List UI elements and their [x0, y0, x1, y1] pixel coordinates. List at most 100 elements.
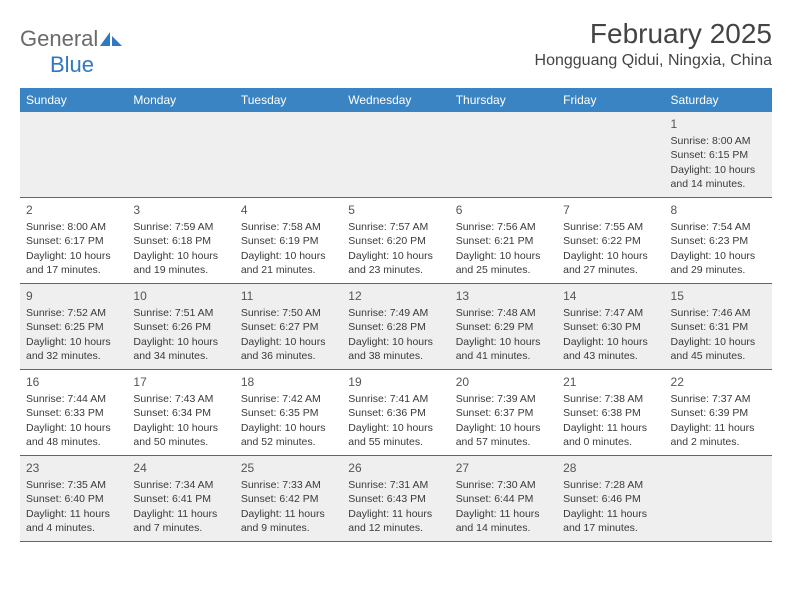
sunrise-line: Sunrise: 7:51 AM [133, 306, 228, 320]
day-number: 10 [133, 288, 228, 304]
daylight-line: Daylight: 11 hours and 7 minutes. [133, 507, 228, 535]
day-number: 6 [456, 202, 551, 218]
daylight-line: Daylight: 10 hours and 36 minutes. [241, 335, 336, 363]
day-number: 7 [563, 202, 658, 218]
day-number: 16 [26, 374, 121, 390]
day-number: 15 [671, 288, 766, 304]
sunrise-line: Sunrise: 7:58 AM [241, 220, 336, 234]
day-cell: 15Sunrise: 7:46 AMSunset: 6:31 PMDayligh… [665, 284, 772, 369]
daylight-line: Daylight: 10 hours and 25 minutes. [456, 249, 551, 277]
day-cell: 7Sunrise: 7:55 AMSunset: 6:22 PMDaylight… [557, 198, 664, 283]
week-row: 16Sunrise: 7:44 AMSunset: 6:33 PMDayligh… [20, 370, 772, 456]
day-number: 27 [456, 460, 551, 476]
daylight-line: Daylight: 10 hours and 34 minutes. [133, 335, 228, 363]
sunrise-line: Sunrise: 7:30 AM [456, 478, 551, 492]
day-number: 12 [348, 288, 443, 304]
dow-saturday: Saturday [665, 88, 772, 112]
day-number: 26 [348, 460, 443, 476]
daylight-line: Daylight: 10 hours and 41 minutes. [456, 335, 551, 363]
daylight-line: Daylight: 10 hours and 17 minutes. [26, 249, 121, 277]
daylight-line: Daylight: 11 hours and 12 minutes. [348, 507, 443, 535]
day-cell: 21Sunrise: 7:38 AMSunset: 6:38 PMDayligh… [557, 370, 664, 455]
daylight-line: Daylight: 10 hours and 52 minutes. [241, 421, 336, 449]
day-cell [665, 456, 772, 541]
day-cell [127, 112, 234, 197]
dow-thursday: Thursday [450, 88, 557, 112]
sunrise-line: Sunrise: 7:47 AM [563, 306, 658, 320]
day-cell: 2 Sunrise: 8:00 AMSunset: 6:17 PMDaylight… [20, 198, 127, 283]
day-cell: 17Sunrise: 7:43 AMSunset: 6:34 PMDayligh… [127, 370, 234, 455]
day-cell: 16Sunrise: 7:44 AMSunset: 6:33 PMDayligh… [20, 370, 127, 455]
sunrise-line: Sunrise: 7:28 AM [563, 478, 658, 492]
day-cell: 3Sunrise: 7:59 AMSunset: 6:18 PMDaylight… [127, 198, 234, 283]
sunset-line: Sunset: 6:27 PM [241, 320, 336, 334]
sunset-line: Sunset: 6:29 PM [456, 320, 551, 334]
sunrise-line: Sunrise: 7:41 AM [348, 392, 443, 406]
day-cell: 14Sunrise: 7:47 AMSunset: 6:30 PMDayligh… [557, 284, 664, 369]
sunset-line: Sunset: 6:36 PM [348, 406, 443, 420]
day-cell: 27Sunrise: 7:30 AMSunset: 6:44 PMDayligh… [450, 456, 557, 541]
day-number: 21 [563, 374, 658, 390]
daylight-line: Daylight: 10 hours and 29 minutes. [671, 249, 766, 277]
day-cell: 19 Sunrise: 7:41 AMSunset: 6:36 PMDayligh… [342, 370, 449, 455]
sunrise-line: Sunrise: 7:52 AM [26, 306, 121, 320]
location-subtitle: Hongguang Qidui, Ningxia, China [535, 52, 772, 70]
sunset-line: Sunset: 6:42 PM [241, 492, 336, 506]
sunset-line: Sunset: 6:38 PM [563, 406, 658, 420]
day-number: 22 [671, 374, 766, 390]
sunset-line: Sunset: 6:40 PM [26, 492, 121, 506]
day-number: 9 [26, 288, 121, 304]
sunrise-line: Sunrise: 7:31 AM [348, 478, 443, 492]
daylight-line: Daylight: 11 hours and 9 minutes. [241, 507, 336, 535]
sunset-line: Sunset: 6:25 PM [26, 320, 121, 334]
daylight-line: Daylight: 10 hours and 55 minutes. [348, 421, 443, 449]
day-cell: 28 Sunrise: 7:28 AMSunset: 6:46 PMDayligh… [557, 456, 664, 541]
sunrise-line: Sunrise: 7:35 AM [26, 478, 121, 492]
day-cell: 18Sunrise: 7:42 AMSunset: 6:35 PMDayligh… [235, 370, 342, 455]
sunrise-line: Sunrise: 8:00 AM [26, 220, 121, 234]
daylight-line: Daylight: 10 hours and 45 minutes. [671, 335, 766, 363]
sunrise-line: Sunrise: 7:48 AM [456, 306, 551, 320]
dow-friday: Friday [557, 88, 664, 112]
sunrise-line: Sunrise: 7:38 AM [563, 392, 658, 406]
day-number: 2 [26, 202, 121, 218]
day-number: 3 [133, 202, 228, 218]
day-cell: 24Sunrise: 7:34 AMSunset: 6:41 PMDayligh… [127, 456, 234, 541]
day-number: 18 [241, 374, 336, 390]
calendar: SundayMondayTuesdayWednesdayThursdayFrid… [20, 88, 772, 542]
day-cell: 12Sunrise: 7:49 AMSunset: 6:28 PMDayligh… [342, 284, 449, 369]
sunrise-line: Sunrise: 7:54 AM [671, 220, 766, 234]
sunset-line: Sunset: 6:17 PM [26, 234, 121, 248]
sunrise-line: Sunrise: 7:42 AM [241, 392, 336, 406]
day-number: 8 [671, 202, 766, 218]
day-cell: 8 Sunrise: 7:54 AMSunset: 6:23 PMDaylight… [665, 198, 772, 283]
daylight-line: Daylight: 10 hours and 50 minutes. [133, 421, 228, 449]
day-number: 14 [563, 288, 658, 304]
sunrise-line: Sunrise: 7:33 AM [241, 478, 336, 492]
daylight-line: Daylight: 10 hours and 19 minutes. [133, 249, 228, 277]
day-number: 17 [133, 374, 228, 390]
sunset-line: Sunset: 6:26 PM [133, 320, 228, 334]
sunset-line: Sunset: 6:23 PM [671, 234, 766, 248]
daylight-line: Daylight: 10 hours and 27 minutes. [563, 249, 658, 277]
day-cell: 11Sunrise: 7:50 AMSunset: 6:27 PMDayligh… [235, 284, 342, 369]
day-number: 28 [563, 460, 658, 476]
sunrise-line: Sunrise: 7:55 AM [563, 220, 658, 234]
sunrise-line: Sunrise: 7:44 AM [26, 392, 121, 406]
week-row: 2Sunrise: 8:00 AMSunset: 6:17 PMDaylight… [20, 198, 772, 284]
sunset-line: Sunset: 6:15 PM [671, 148, 766, 162]
day-cell: 25 Sunrise: 7:33 AMSunset: 6:42 PMDayligh… [235, 456, 342, 541]
daylight-line: Daylight: 10 hours and 32 minutes. [26, 335, 121, 363]
sunset-line: Sunset: 6:31 PM [671, 320, 766, 334]
brand-text-1: General [20, 26, 98, 52]
day-number: 25 [241, 460, 336, 476]
day-cell [450, 112, 557, 197]
sunset-line: Sunset: 6:44 PM [456, 492, 551, 506]
day-number: 13 [456, 288, 551, 304]
brand-logo: General [20, 18, 124, 52]
sunset-line: Sunset: 6:41 PM [133, 492, 228, 506]
daylight-line: Daylight: 11 hours and 17 minutes. [563, 507, 658, 535]
sunset-line: Sunset: 6:46 PM [563, 492, 658, 506]
day-number: 19 [348, 374, 443, 390]
dow-wednesday: Wednesday [342, 88, 449, 112]
